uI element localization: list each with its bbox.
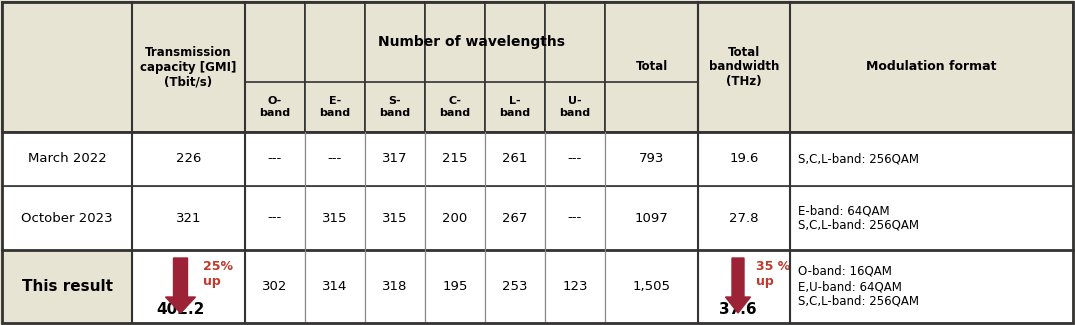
Text: U-
band: U- band — [559, 96, 590, 118]
Text: 215: 215 — [442, 152, 468, 165]
Text: 253: 253 — [502, 280, 528, 293]
Text: 314: 314 — [322, 280, 347, 293]
Bar — [698, 132, 790, 186]
Bar — [790, 2, 1073, 132]
Bar — [790, 186, 1073, 250]
Bar — [425, 2, 485, 132]
Text: C-
band: C- band — [440, 96, 471, 118]
Text: 315: 315 — [322, 212, 347, 225]
Text: 195: 195 — [442, 280, 468, 293]
Bar — [366, 250, 425, 323]
Polygon shape — [166, 258, 196, 313]
Bar — [790, 132, 1073, 186]
Text: 123: 123 — [562, 280, 588, 293]
Bar — [305, 250, 366, 323]
Text: O-
band: O- band — [259, 96, 290, 118]
Text: S-
band: S- band — [379, 96, 411, 118]
Bar — [425, 186, 485, 250]
Text: O-band: 16QAM
E,U-band: 64QAM
S,C,L-band: 256QAM: O-band: 16QAM E,U-band: 64QAM S,C,L-band… — [798, 265, 919, 308]
Text: 402.2: 402.2 — [156, 303, 204, 318]
Text: ---: --- — [268, 152, 282, 165]
Text: 318: 318 — [383, 280, 407, 293]
Bar — [605, 186, 698, 250]
Text: 25%
up: 25% up — [202, 259, 232, 288]
Text: 267: 267 — [502, 212, 528, 225]
Text: 200: 200 — [443, 212, 468, 225]
Text: E-band: 64QAM
S,C,L-band: 256QAM: E-band: 64QAM S,C,L-band: 256QAM — [798, 204, 919, 232]
Bar — [132, 250, 245, 323]
Text: 261: 261 — [502, 152, 528, 165]
Text: S,C,L-band: 256QAM: S,C,L-band: 256QAM — [798, 152, 919, 165]
Text: 19.6: 19.6 — [729, 152, 759, 165]
Bar — [2, 250, 132, 323]
Bar — [485, 250, 545, 323]
Text: ---: --- — [568, 152, 583, 165]
Text: 321: 321 — [175, 212, 201, 225]
Text: This result: This result — [22, 279, 113, 294]
Bar — [485, 186, 545, 250]
Bar — [425, 250, 485, 323]
Text: 27.8: 27.8 — [729, 212, 759, 225]
Bar — [366, 186, 425, 250]
Text: 35 %
up: 35 % up — [756, 259, 790, 288]
Text: Number of wavelengths: Number of wavelengths — [378, 35, 565, 49]
Bar — [425, 132, 485, 186]
Bar — [366, 2, 425, 132]
Bar — [545, 250, 605, 323]
Bar — [698, 250, 790, 323]
Bar — [305, 2, 366, 132]
Bar — [132, 132, 245, 186]
Text: 315: 315 — [383, 212, 407, 225]
Bar — [698, 2, 790, 132]
Bar — [605, 2, 698, 132]
Bar — [485, 132, 545, 186]
Bar — [245, 250, 305, 323]
Text: Total: Total — [635, 60, 668, 73]
Text: L-
band: L- band — [500, 96, 531, 118]
Text: Total
bandwidth
(THz): Total bandwidth (THz) — [708, 46, 779, 88]
Text: 1097: 1097 — [634, 212, 669, 225]
Text: ---: --- — [568, 212, 583, 225]
Bar — [245, 2, 305, 132]
Text: October 2023: October 2023 — [22, 212, 113, 225]
Text: Modulation format: Modulation format — [866, 60, 997, 73]
Bar — [605, 250, 698, 323]
Text: ---: --- — [268, 212, 282, 225]
Bar — [2, 186, 132, 250]
Text: 37.6: 37.6 — [719, 303, 757, 318]
Bar — [545, 132, 605, 186]
Bar — [245, 186, 305, 250]
Text: 793: 793 — [639, 152, 664, 165]
Bar — [545, 186, 605, 250]
Bar — [790, 250, 1073, 323]
Text: 302: 302 — [262, 280, 288, 293]
Polygon shape — [726, 258, 750, 313]
Bar — [132, 2, 245, 132]
Bar — [545, 2, 605, 132]
Text: Transmission
capacity [GMI]
(Tbit/s): Transmission capacity [GMI] (Tbit/s) — [141, 46, 236, 88]
Bar — [245, 132, 305, 186]
Bar — [132, 186, 245, 250]
Bar — [2, 2, 132, 132]
Text: 1,505: 1,505 — [632, 280, 671, 293]
Text: E-
band: E- band — [319, 96, 350, 118]
Bar — [698, 186, 790, 250]
Bar — [485, 2, 545, 132]
Text: ---: --- — [328, 152, 342, 165]
Bar — [366, 132, 425, 186]
Bar — [605, 132, 698, 186]
Bar — [305, 186, 366, 250]
Bar — [2, 132, 132, 186]
Text: 317: 317 — [383, 152, 407, 165]
Text: 226: 226 — [176, 152, 201, 165]
Text: March 2022: March 2022 — [28, 152, 106, 165]
Bar — [305, 132, 366, 186]
